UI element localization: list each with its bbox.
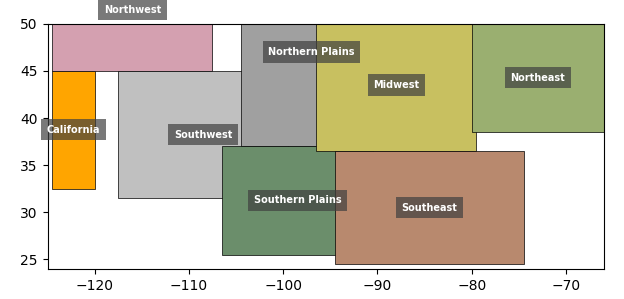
FancyBboxPatch shape [472,24,603,132]
Text: Northwest: Northwest [104,4,161,15]
Text: Southwest: Southwest [174,129,232,140]
FancyBboxPatch shape [118,71,288,198]
FancyBboxPatch shape [335,151,524,264]
Text: Midwest: Midwest [373,80,419,90]
FancyBboxPatch shape [52,0,213,71]
FancyBboxPatch shape [222,146,373,255]
Text: Northern Plains: Northern Plains [268,47,354,57]
Text: Southern Plains: Southern Plains [253,196,341,205]
Text: Southeast: Southeast [401,202,457,213]
FancyBboxPatch shape [241,0,382,146]
FancyBboxPatch shape [52,71,95,189]
FancyBboxPatch shape [316,19,477,151]
Text: Northeast: Northeast [510,73,565,83]
Text: California: California [47,125,100,135]
